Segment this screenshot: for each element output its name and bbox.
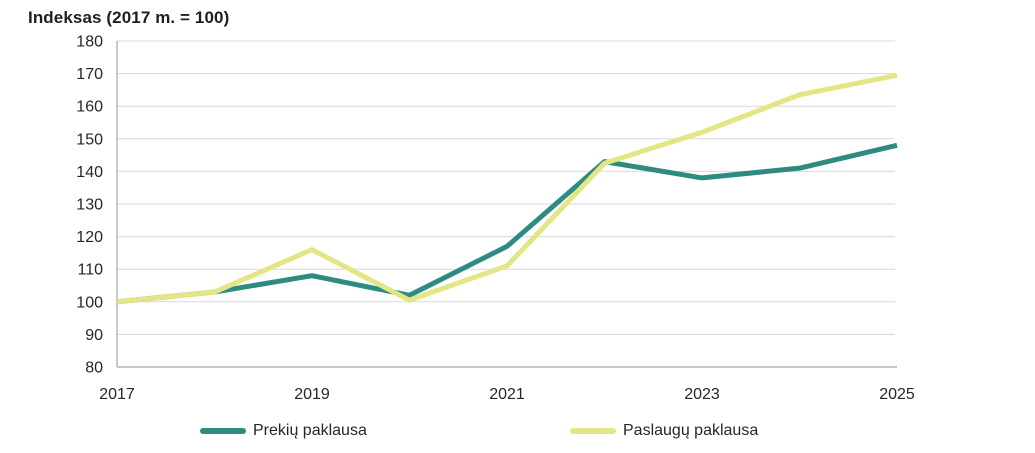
y-tick-label: 150 xyxy=(76,131,103,148)
y-tick-label: 120 xyxy=(76,229,103,246)
series-line-preki-paklausa xyxy=(116,142,898,305)
chart-title: Indeksas (2017 m. = 100) xyxy=(28,8,230,27)
x-tick-label: 2019 xyxy=(294,386,330,403)
legend-swatch-services xyxy=(570,428,616,434)
legend-label-services: Paslaugų paklausa xyxy=(623,422,759,439)
y-tick-label: 130 xyxy=(76,197,103,214)
x-tick-label: 2017 xyxy=(99,386,135,403)
y-tick-label: 170 xyxy=(76,66,103,83)
y-tick-label: 100 xyxy=(76,294,103,311)
legend-item-services: Paslaugų paklausa xyxy=(570,417,758,445)
x-tick-label: 2021 xyxy=(489,386,525,403)
legend-label-goods: Prekių paklausa xyxy=(253,422,367,439)
y-tick-label: 180 xyxy=(76,34,103,51)
y-tick-label: 160 xyxy=(76,99,103,116)
y-tick-label: 80 xyxy=(85,360,103,377)
x-tick-label: 2023 xyxy=(684,386,720,403)
series-line-paslaug-paklausa xyxy=(116,72,898,305)
legend-swatch-goods xyxy=(200,428,246,434)
chart-legend: Prekių paklausa Paslaugų paklausa xyxy=(0,417,1035,445)
y-tick-label: 140 xyxy=(76,164,103,181)
y-tick-label: 90 xyxy=(85,327,103,344)
y-tick-label: 110 xyxy=(77,262,103,279)
x-tick-label: 2025 xyxy=(879,386,915,403)
legend-item-goods: Prekių paklausa xyxy=(200,417,367,445)
